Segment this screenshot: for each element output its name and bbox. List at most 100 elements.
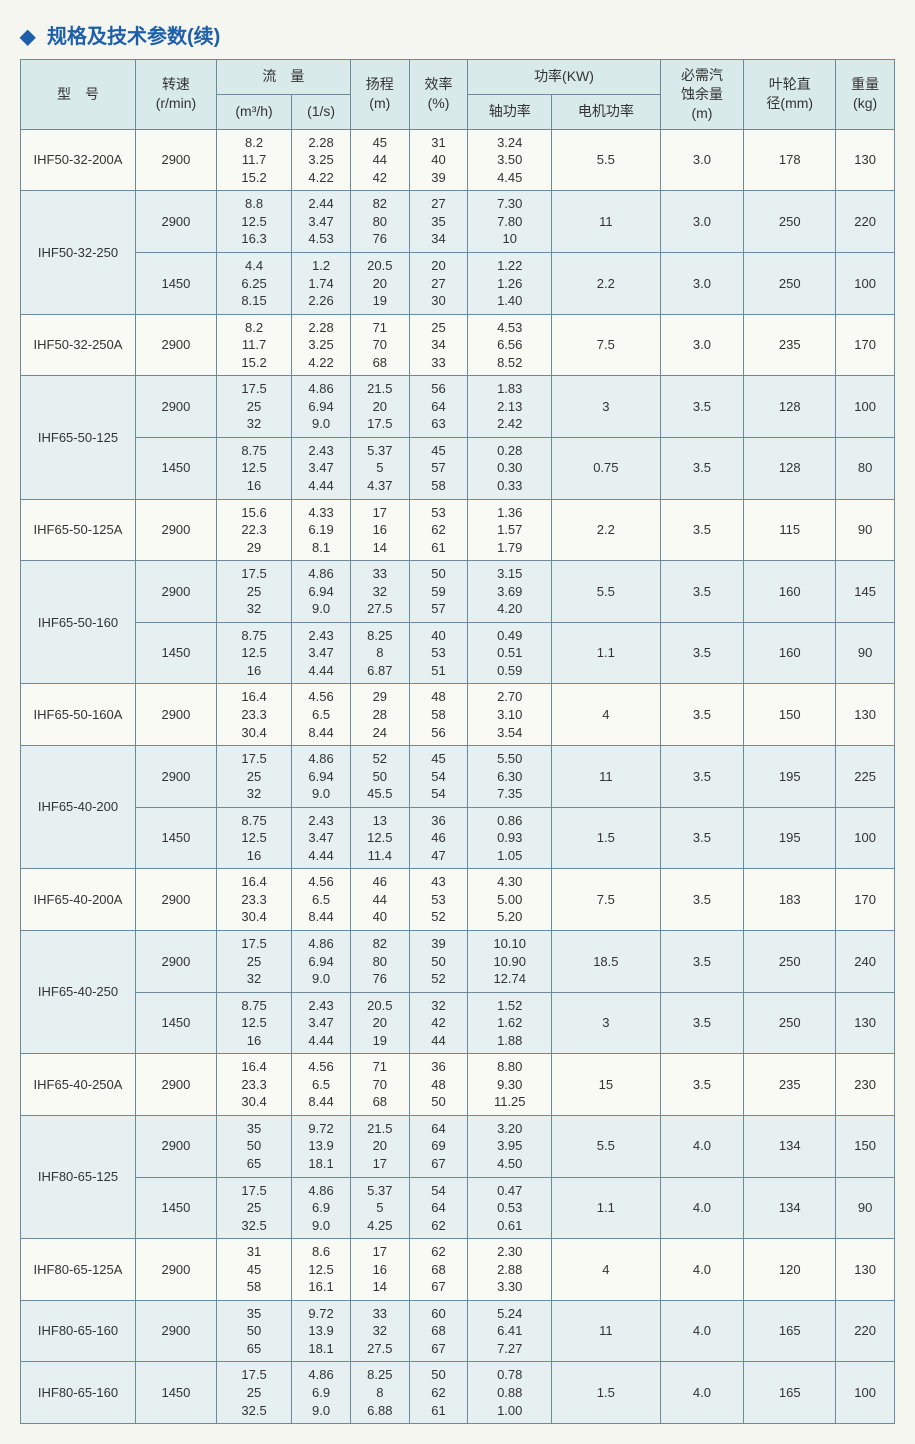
cell-weight: 220 [836,1300,895,1362]
cell-impeller: 165 [744,1300,836,1362]
cell-eff: 27 35 34 [409,191,468,253]
cell-shaft-power: 1.36 1.57 1.79 [468,499,552,561]
cell-motor-power: 5.5 [552,129,661,191]
cell-weight: 130 [836,992,895,1054]
cell-npsh: 3.5 [660,1054,744,1116]
cell-m3h: 8.75 12.5 16 [216,807,291,869]
cell-motor-power: 15 [552,1054,661,1116]
cell-ls: 4.33 6.19 8.1 [292,499,351,561]
cell-speed: 2900 [136,499,217,561]
cell-model: IHF65-50-125 [21,376,136,499]
cell-head: 17 16 14 [350,1239,409,1301]
cell-npsh: 3.5 [660,869,744,931]
cell-motor-power: 4 [552,684,661,746]
cell-eff: 40 53 51 [409,622,468,684]
table-row: IHF80-65-125290035 50 659.72 13.9 18.121… [21,1115,895,1177]
table-header: 型 号 转速 (r/min) 流 量 扬程 (m) 效率 (%) 功率(KW) … [21,60,895,130]
table-row: IHF50-32-250A29008.2 11.7 15.22.28 3.25 … [21,314,895,376]
cell-head: 5.37 5 4.37 [350,437,409,499]
cell-ls: 4.86 6.94 9.0 [292,931,351,993]
cell-speed: 2900 [136,746,217,808]
cell-eff: 62 68 67 [409,1239,468,1301]
cell-model: IHF50-32-200A [21,129,136,191]
cell-shaft-power: 7.30 7.80 10 [468,191,552,253]
table-row: IHF65-50-160A290016.4 23.3 30.44.56 6.5 … [21,684,895,746]
cell-npsh: 4.0 [660,1177,744,1239]
cell-eff: 45 54 54 [409,746,468,808]
cell-head: 20.5 20 19 [350,252,409,314]
cell-m3h: 15.6 22.3 29 [216,499,291,561]
cell-motor-power: 1.1 [552,622,661,684]
title-text: 规格及技术参数(续) [47,26,220,48]
cell-eff: 36 46 47 [409,807,468,869]
cell-head: 82 80 76 [350,931,409,993]
cell-eff: 31 40 39 [409,129,468,191]
cell-motor-power: 2.2 [552,499,661,561]
cell-speed: 1450 [136,992,217,1054]
col-eff: 效率 (%) [409,60,468,130]
cell-m3h: 17.5 25 32.5 [216,1177,291,1239]
cell-ls: 2.43 3.47 4.44 [292,622,351,684]
cell-motor-power: 1.5 [552,1362,661,1424]
cell-m3h: 4.4 6.25 8.15 [216,252,291,314]
table-row: 145017.5 25 32.54.86 6.9 9.05.37 5 4.255… [21,1177,895,1239]
cell-shaft-power: 5.24 6.41 7.27 [468,1300,552,1362]
cell-ls: 2.43 3.47 4.44 [292,807,351,869]
cell-motor-power: 2.2 [552,252,661,314]
cell-shaft-power: 0.86 0.93 1.05 [468,807,552,869]
cell-head: 20.5 20 19 [350,992,409,1054]
col-model: 型 号 [21,60,136,130]
cell-weight: 80 [836,437,895,499]
cell-model: IHF65-40-250A [21,1054,136,1116]
cell-model: IHF80-65-160 [21,1300,136,1362]
cell-impeller: 195 [744,746,836,808]
cell-weight: 100 [836,1362,895,1424]
cell-shaft-power: 1.52 1.62 1.88 [468,992,552,1054]
cell-impeller: 250 [744,191,836,253]
cell-npsh: 4.0 [660,1362,744,1424]
cell-eff: 54 64 62 [409,1177,468,1239]
cell-weight: 170 [836,869,895,931]
cell-speed: 2900 [136,129,217,191]
cell-motor-power: 4 [552,1239,661,1301]
cell-head: 13 12.5 11.4 [350,807,409,869]
cell-ls: 4.86 6.94 9.0 [292,561,351,623]
cell-m3h: 35 50 65 [216,1115,291,1177]
cell-shaft-power: 2.70 3.10 3.54 [468,684,552,746]
page-title: ◆ 规格及技术参数(续) [20,20,895,49]
col-motor-power: 电机功率 [552,94,661,129]
table-row: IHF65-50-125290017.5 25 324.86 6.94 9.02… [21,376,895,438]
cell-ls: 2.44 3.47 4.53 [292,191,351,253]
cell-npsh: 3.5 [660,376,744,438]
cell-ls: 2.43 3.47 4.44 [292,992,351,1054]
col-impeller: 叶轮直 径(mm) [744,60,836,130]
cell-speed: 2900 [136,314,217,376]
cell-m3h: 8.2 11.7 15.2 [216,314,291,376]
cell-m3h: 8.2 11.7 15.2 [216,129,291,191]
cell-shaft-power: 4.30 5.00 5.20 [468,869,552,931]
cell-weight: 100 [836,252,895,314]
cell-npsh: 4.0 [660,1239,744,1301]
spec-table: 型 号 转速 (r/min) 流 量 扬程 (m) 效率 (%) 功率(KW) … [20,59,895,1424]
cell-ls: 1.2 1.74 2.26 [292,252,351,314]
cell-m3h: 17.5 25 32 [216,931,291,993]
cell-eff: 20 27 30 [409,252,468,314]
cell-impeller: 235 [744,1054,836,1116]
cell-head: 17 16 14 [350,499,409,561]
cell-shaft-power: 1.83 2.13 2.42 [468,376,552,438]
cell-head: 45 44 42 [350,129,409,191]
cell-speed: 2900 [136,931,217,993]
cell-shaft-power: 3.24 3.50 4.45 [468,129,552,191]
cell-npsh: 3.0 [660,314,744,376]
cell-ls: 2.28 3.25 4.22 [292,129,351,191]
cell-m3h: 8.8 12.5 16.3 [216,191,291,253]
col-power: 功率(KW) [468,60,660,95]
cell-head: 29 28 24 [350,684,409,746]
cell-eff: 43 53 52 [409,869,468,931]
cell-m3h: 16.4 23.3 30.4 [216,869,291,931]
cell-weight: 240 [836,931,895,993]
cell-ls: 2.28 3.25 4.22 [292,314,351,376]
cell-impeller: 165 [744,1362,836,1424]
cell-head: 71 70 68 [350,314,409,376]
col-flow-m3h: (m³/h) [216,94,291,129]
